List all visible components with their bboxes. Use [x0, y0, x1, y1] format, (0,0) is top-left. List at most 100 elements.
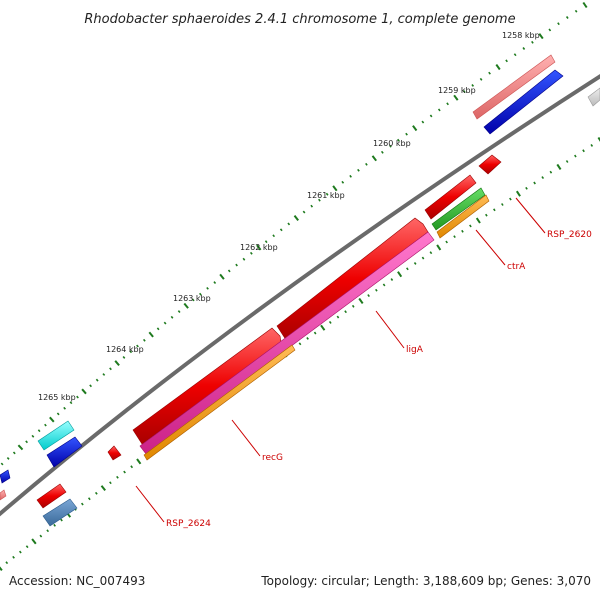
minor-tick [227, 269, 231, 273]
minor-tick [469, 224, 472, 228]
gene-feature[interactable] [139, 231, 435, 455]
major-tick [81, 388, 87, 395]
minor-tick [421, 256, 425, 260]
gene-label-rsp2624[interactable]: RSP_2624 [166, 519, 211, 529]
leader-line [135, 485, 165, 523]
minor-tick [264, 240, 268, 244]
gene-feature[interactable] [436, 194, 490, 239]
leader-line [231, 419, 261, 457]
minor-tick [336, 315, 340, 319]
minor-tick [313, 331, 317, 335]
minor-tick [25, 440, 28, 444]
minor-tick [548, 28, 552, 32]
gene-feature[interactable] [472, 54, 556, 120]
minor-tick [235, 263, 238, 267]
tick-label-1263: 1263 kbp [173, 294, 211, 303]
minor-tick [306, 337, 309, 340]
inner-tick-ring [0, 136, 600, 572]
minor-tick [429, 251, 433, 255]
minor-tick [95, 378, 99, 382]
minor-tick [349, 174, 352, 178]
gene-feature[interactable] [42, 498, 78, 527]
minor-tick [109, 481, 112, 485]
minor-tick [6, 457, 10, 460]
minor-tick [46, 529, 50, 533]
minor-tick [367, 294, 370, 298]
gene-feature[interactable] [37, 420, 75, 451]
minor-tick [69, 401, 73, 405]
minor-tick [505, 59, 508, 63]
major-tick [582, 1, 588, 9]
minor-tick [279, 228, 283, 232]
minor-tick [471, 84, 475, 87]
gene-feature[interactable] [132, 327, 282, 445]
gene-feature[interactable] [0, 489, 7, 501]
minor-tick [462, 90, 466, 94]
major-tick [114, 360, 120, 367]
minor-tick [380, 150, 384, 154]
minor-tick [31, 434, 35, 438]
map-title: Rhodobacter sphaeroides 2.4.1 chromosome… [84, 12, 515, 27]
tick-label-1265: 1265 kbp [38, 393, 76, 402]
gene-feature[interactable] [36, 483, 67, 509]
minor-tick [109, 367, 112, 371]
major-tick [320, 324, 326, 331]
gene-label-recg[interactable]: recG [262, 453, 283, 463]
minor-tick [574, 154, 577, 158]
minor-tick [310, 204, 314, 208]
minor-tick [89, 384, 92, 388]
gene-label-rsp2620[interactable]: RSP_2620 [547, 230, 592, 240]
major-tick [371, 155, 377, 162]
major-tick [495, 64, 501, 71]
major-tick [100, 485, 106, 492]
gene-feature[interactable] [431, 187, 486, 231]
minor-tick [242, 257, 246, 261]
minor-tick [5, 561, 9, 565]
gene-feature[interactable] [478, 154, 502, 175]
minor-tick [525, 186, 528, 190]
minor-tick [136, 344, 139, 348]
minor-tick [60, 518, 63, 522]
major-tick [475, 217, 481, 224]
major-tick [49, 416, 55, 423]
gene-feature[interactable] [0, 469, 11, 484]
minor-tick [39, 534, 43, 538]
leader-line [475, 229, 506, 266]
major-tick [293, 214, 299, 222]
major-tick [136, 458, 142, 465]
gene-feature[interactable] [483, 69, 564, 135]
gene-label-ctra[interactable]: ctrA [507, 262, 526, 272]
minor-tick [501, 203, 504, 206]
minor-tick [389, 144, 392, 148]
gene-feature[interactable] [46, 436, 83, 468]
gene-feature[interactable] [424, 174, 477, 220]
minor-tick [37, 429, 41, 433]
major-tick [453, 94, 459, 101]
major-tick [436, 244, 442, 251]
minor-tick [170, 315, 174, 319]
gene-label-liga[interactable]: ligA [406, 345, 424, 355]
minor-tick [382, 283, 386, 287]
minor-tick [485, 213, 488, 217]
minor-tick [142, 338, 146, 342]
tick-label-1264: 1264 kbp [106, 345, 144, 354]
minor-tick [249, 251, 253, 255]
minor-tick [493, 208, 496, 212]
minor-tick [94, 491, 98, 495]
minor-tick [533, 181, 536, 185]
leader-line [515, 197, 546, 234]
minor-tick [565, 160, 569, 163]
minor-tick [18, 550, 22, 554]
gene-feature[interactable] [143, 344, 296, 461]
minor-tick [513, 53, 517, 57]
minor-tick [130, 465, 134, 469]
minor-tick [156, 327, 160, 331]
gene-feature[interactable] [276, 217, 429, 341]
gene-feature[interactable] [107, 445, 122, 461]
gene-feature[interactable] [587, 87, 600, 107]
minor-tick [421, 120, 425, 124]
minor-tick [102, 373, 106, 376]
accession-text: Accession: NC_007493 [9, 574, 146, 588]
minor-tick [397, 138, 400, 142]
